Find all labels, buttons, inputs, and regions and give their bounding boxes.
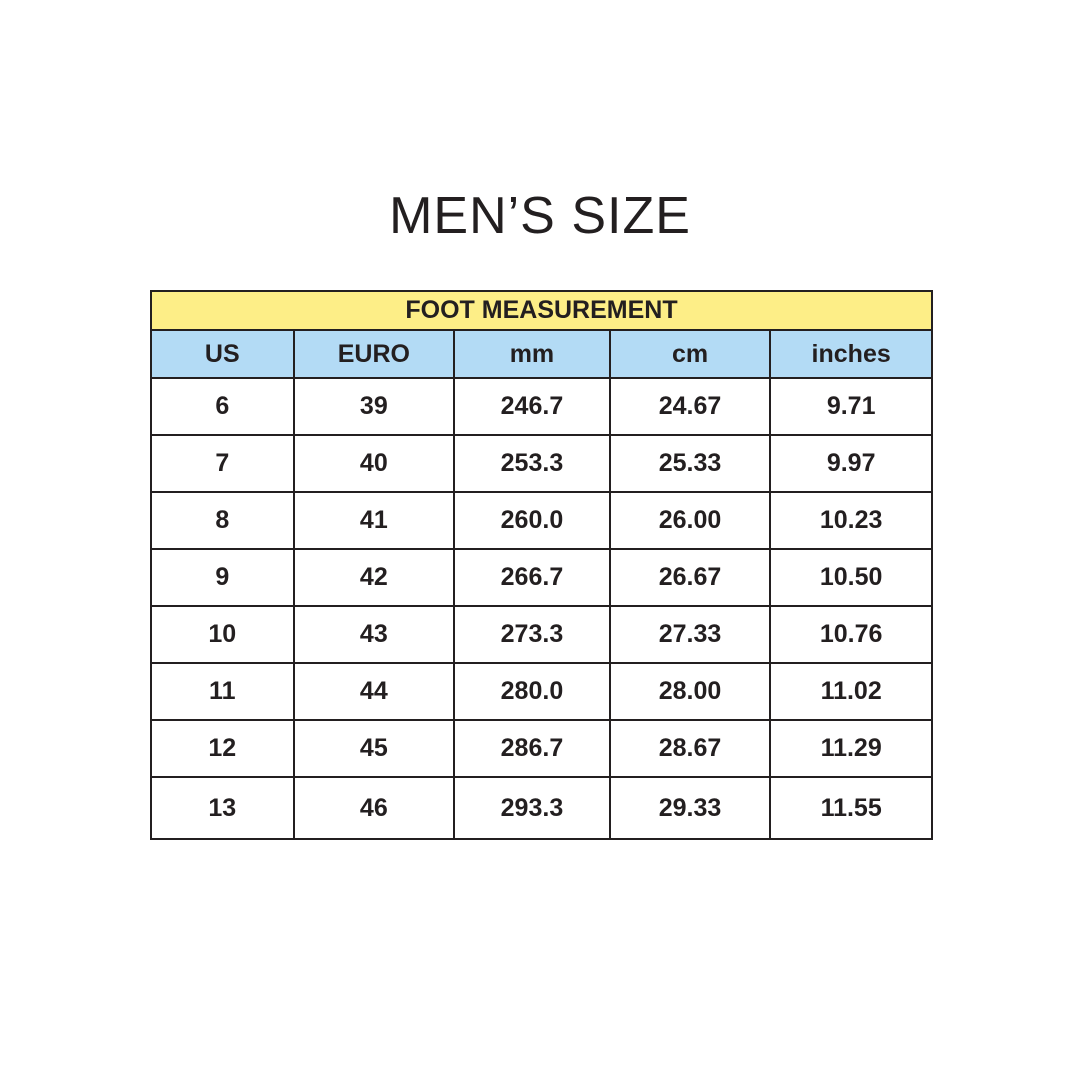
table-cell-inches: 10.76 xyxy=(769,605,933,664)
table-cell-us: 12 xyxy=(150,719,295,778)
table-cell-cm: 29.33 xyxy=(608,776,772,840)
table-cell-us: 10 xyxy=(150,605,295,664)
table-cell-inches: 11.55 xyxy=(769,776,933,840)
table-cell-cm: 27.33 xyxy=(608,605,772,664)
table-row: 10 43 273.3 27.33 10.76 xyxy=(150,605,933,664)
table-cell-inches: 10.50 xyxy=(769,548,933,607)
table-cell-us: 7 xyxy=(150,434,295,493)
table-cell-us: 6 xyxy=(150,377,295,436)
table-row: 13 46 293.3 29.33 11.55 xyxy=(150,776,933,840)
table-cell-euro: 44 xyxy=(292,662,456,721)
table-cell-cm: 25.33 xyxy=(608,434,772,493)
table-cell-inches: 11.02 xyxy=(769,662,933,721)
table-cell-mm: 253.3 xyxy=(453,434,611,493)
header-row: US EURO mm cm inches xyxy=(150,329,933,379)
table-cell-euro: 46 xyxy=(292,776,456,840)
table-cell-euro: 40 xyxy=(292,434,456,493)
table-cell-cm: 28.67 xyxy=(608,719,772,778)
table-row: 9 42 266.7 26.67 10.50 xyxy=(150,548,933,607)
size-chart-table: FOOT MEASUREMENT US EURO mm cm inches 6 39 246… xyxy=(150,290,933,840)
table-cell-euro: 39 xyxy=(292,377,456,436)
column-header-us: US xyxy=(150,329,295,379)
column-header-cm: cm xyxy=(608,329,772,379)
table-cell-euro: 41 xyxy=(292,491,456,550)
table-cell-mm: 266.7 xyxy=(453,548,611,607)
table-cell-inches: 9.97 xyxy=(769,434,933,493)
page-title: MEN’S SIZE xyxy=(389,187,691,245)
table-cell-us: 11 xyxy=(150,662,295,721)
table-body: 6 39 246.7 24.67 9.71 7 40 253.3 25.33 9.97 8 41 260… xyxy=(150,377,933,840)
table-cell-cm: 28.00 xyxy=(608,662,772,721)
table-cell-inches: 10.23 xyxy=(769,491,933,550)
table-cell-inches: 9.71 xyxy=(769,377,933,436)
table-cell-mm: 286.7 xyxy=(453,719,611,778)
column-header-euro: EURO xyxy=(292,329,456,379)
table-row: 11 44 280.0 28.00 11.02 xyxy=(150,662,933,721)
table-cell-inches: 11.29 xyxy=(769,719,933,778)
table-cell-us: 9 xyxy=(150,548,295,607)
table-cell-euro: 45 xyxy=(292,719,456,778)
table-cell-mm: 260.0 xyxy=(453,491,611,550)
table-row: 12 45 286.7 28.67 11.29 xyxy=(150,719,933,778)
table-cell-mm: 293.3 xyxy=(453,776,611,840)
table-cell-mm: 246.7 xyxy=(453,377,611,436)
table-row: 8 41 260.0 26.00 10.23 xyxy=(150,491,933,550)
table-caption: FOOT MEASUREMENT xyxy=(150,290,933,331)
table-cell-cm: 26.00 xyxy=(608,491,772,550)
table-cell-cm: 24.67 xyxy=(608,377,772,436)
table-row: 7 40 253.3 25.33 9.97 xyxy=(150,434,933,493)
table-row: 6 39 246.7 24.67 9.71 xyxy=(150,377,933,436)
table-cell-euro: 42 xyxy=(292,548,456,607)
column-header-mm: mm xyxy=(453,329,611,379)
table-cell-mm: 280.0 xyxy=(453,662,611,721)
table-cell-euro: 43 xyxy=(292,605,456,664)
table-cell-us: 13 xyxy=(150,776,295,840)
column-header-inches: inches xyxy=(769,329,933,379)
table-cell-mm: 273.3 xyxy=(453,605,611,664)
table-cell-us: 8 xyxy=(150,491,295,550)
table-cell-cm: 26.67 xyxy=(608,548,772,607)
